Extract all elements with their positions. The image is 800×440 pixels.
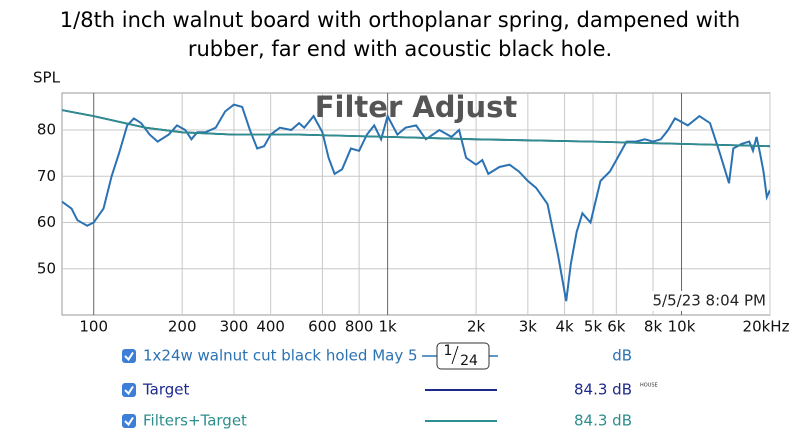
- checkbox[interactable]: [122, 383, 136, 397]
- x-tick-label: 100: [79, 318, 108, 336]
- smoothing-num: 1: [444, 343, 453, 359]
- x-tick-label: 3k: [519, 318, 538, 336]
- y-tick-label: 50: [37, 259, 56, 277]
- x-tick-label: 5k: [584, 318, 603, 336]
- x-tick-label: 400: [256, 318, 285, 336]
- x-tick-label: 600: [308, 318, 337, 336]
- legend-name: Target: [142, 381, 190, 399]
- legend-value: dB: [612, 347, 632, 365]
- y-tick-label: 70: [37, 167, 56, 185]
- y-axis-label: SPL: [33, 69, 61, 87]
- checkmark[interactable]: [124, 385, 134, 396]
- x-tick-label: 300: [220, 318, 249, 336]
- overlay-title: Filter Adjust: [315, 90, 518, 124]
- x-tick-label: 2k: [467, 318, 486, 336]
- x-tick-label: 8k: [644, 318, 663, 336]
- series-line: [62, 103, 770, 302]
- legend-name: Filters+Target: [143, 412, 247, 430]
- x-tick-label: 20kHz: [743, 318, 790, 336]
- smoothing-slash: [451, 345, 459, 365]
- y-tick-label: 80: [37, 121, 56, 139]
- checkmark[interactable]: [124, 416, 134, 427]
- smoothing-den: 24: [460, 353, 478, 369]
- y-tick-label: 60: [37, 213, 56, 231]
- x-tick-label: 800: [345, 318, 374, 336]
- timestamp: 5/5/23 8:04 PM: [653, 292, 767, 310]
- series-line: [62, 109, 770, 148]
- checkbox[interactable]: [122, 349, 136, 363]
- title-line: 1/8th inch walnut board with orthoplanar…: [60, 8, 740, 32]
- legend-tag: HOUSE: [640, 383, 658, 389]
- x-tick-label: 6k: [607, 318, 626, 336]
- smoothing-box[interactable]: [436, 342, 490, 370]
- legend-value: 84.3 dB: [574, 381, 632, 399]
- x-tick-label: 10k: [668, 318, 696, 336]
- legend-name: 1x24w walnut cut black holed May 5: [143, 347, 418, 365]
- x-tick-label: 4k: [555, 318, 574, 336]
- checkbox[interactable]: [122, 414, 136, 428]
- x-tick-label: 1k: [379, 318, 398, 336]
- checkmark[interactable]: [124, 351, 134, 362]
- title-line: rubber, far end with acoustic black hole…: [188, 37, 612, 61]
- legend-value: 84.3 dB: [574, 412, 632, 430]
- x-tick-label: 200: [168, 318, 197, 336]
- timestamp-bg: [640, 291, 768, 311]
